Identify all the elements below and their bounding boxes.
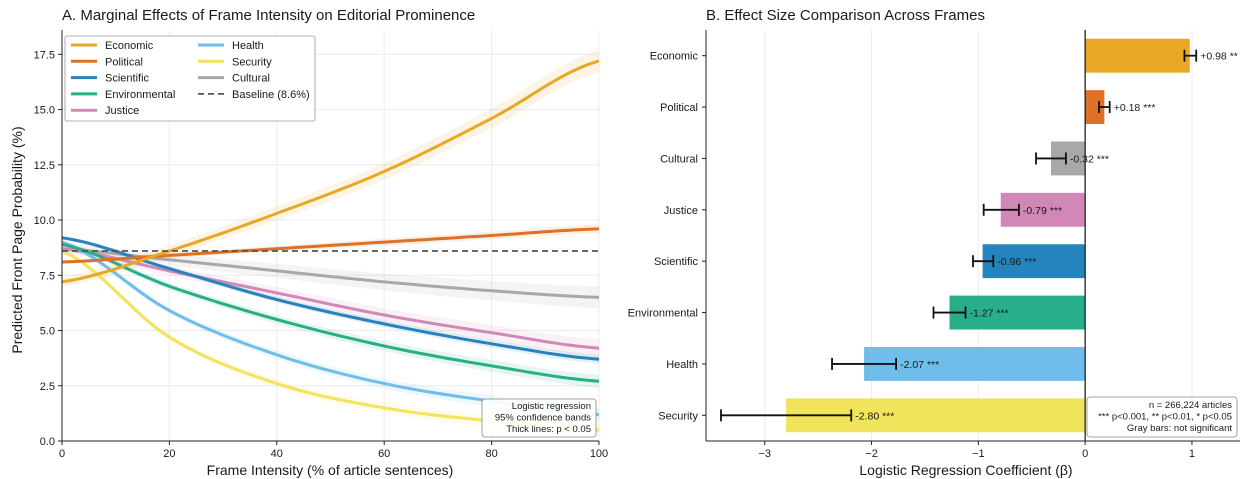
data-label-health: -2.07 *** <box>900 359 939 371</box>
legend-label-environmental: Environmental <box>105 89 175 101</box>
legend-label-justice: Justice <box>105 105 139 117</box>
bar-health <box>864 346 1086 381</box>
line-scientific <box>61 236 600 361</box>
legend-label-scientific: Scientific <box>105 73 150 85</box>
category-label-scientific: Scientific <box>654 256 699 268</box>
line-economic <box>61 59 600 284</box>
bar-economic <box>1085 38 1190 73</box>
x-tick-label: 1 <box>1189 448 1195 460</box>
panel-b-title: B. Effect Size Comparison Across Frames <box>706 7 985 24</box>
note-line: Gray bars: not significant <box>1127 423 1232 434</box>
data-label-environmental: -1.27 *** <box>970 308 1009 320</box>
panel-b-xlabel: Logistic Regression Coefficient (β) <box>859 462 1072 478</box>
panel-a-lines <box>61 59 600 432</box>
panel-b-bars: +0.98 ** +0.18 *** -0.32 *** -0.79 *** -0.96… <box>720 38 1238 433</box>
legend-label-cultural: Cultural <box>232 73 270 85</box>
legend-label-security: Security <box>232 56 272 68</box>
line-environmental <box>61 242 600 383</box>
bar-environmental <box>949 295 1086 330</box>
y-tick-label: 12.5 <box>34 160 55 172</box>
line-justice <box>61 247 600 350</box>
x-tick-label: −2 <box>865 448 878 460</box>
data-label-justice: -0.79 *** <box>1023 205 1062 217</box>
panel-a-axes: 0 20 40 60 80 100 0.0 2.5 5.0 7.5 10.0 12.5 15.0 17.5 <box>34 30 608 460</box>
ci-band-scientific <box>62 235 599 364</box>
y-tick-label: 7.5 <box>40 270 55 282</box>
y-tick-label: 5.0 <box>40 326 55 338</box>
data-label-economic: +0.98 ** <box>1200 51 1238 63</box>
bar-political <box>1085 90 1105 125</box>
category-label-justice: Justice <box>664 205 698 217</box>
category-label-health: Health <box>666 359 698 371</box>
x-tick-label: −1 <box>972 448 985 460</box>
legend-label-economic: Economic <box>105 40 154 52</box>
panel-a-ylabel: Predicted Front Page Probability (%) <box>9 126 25 353</box>
legend-label-health: Health <box>232 40 264 52</box>
category-label-economic: Economic <box>650 51 699 63</box>
y-tick-label: 17.5 <box>34 49 55 61</box>
note-line: Logistic regression <box>512 401 591 412</box>
note-box <box>1086 396 1238 438</box>
y-tick-label: 0.0 <box>40 436 55 448</box>
panel-a-xlabel: Frame Intensity (% of article sentences) <box>207 462 454 478</box>
category-label-political: Political <box>660 102 698 114</box>
legend-box <box>64 35 316 122</box>
bar-scientific <box>982 244 1086 279</box>
x-tick-label: 40 <box>271 448 283 460</box>
category-label-cultural: Cultural <box>660 153 698 165</box>
legend-label-baseline: Baseline (8.6%) <box>232 89 310 101</box>
data-label-security: -2.80 *** <box>855 410 894 422</box>
x-tick-label: 80 <box>485 448 497 460</box>
panel-b-axes: Economic Political Cultural Justice Scientif… <box>628 30 1240 460</box>
panel-a-legend: Economic Political Scientific Environmental… <box>64 35 316 122</box>
legend-label-political: Political <box>105 56 143 68</box>
note-line: Thick lines: p < 0.05 <box>506 424 591 435</box>
x-tick-label: −3 <box>758 448 771 460</box>
x-tick-label: 0 <box>59 448 65 460</box>
data-label-political: +0.18 *** <box>1114 102 1156 114</box>
data-label-scientific: -0.96 *** <box>997 256 1036 268</box>
x-tick-label: 20 <box>163 448 175 460</box>
category-label-environmental: Environmental <box>628 308 698 320</box>
note-line: *** p<0.001, ** p<0.01, * p<0.05 <box>1098 412 1232 423</box>
y-tick-label: 2.5 <box>40 381 55 393</box>
note-line: n = 266,224 articles <box>1149 400 1232 411</box>
x-tick-label: 0 <box>1082 448 1088 460</box>
note-box <box>481 398 597 438</box>
note-line: 95% confidence bands <box>495 413 591 424</box>
y-tick-label: 10.0 <box>34 215 55 227</box>
x-tick-label: 60 <box>378 448 390 460</box>
category-label-security: Security <box>658 410 698 422</box>
panel-a-title: A. Marginal Effects of Frame Intensity o… <box>62 7 475 24</box>
line-political <box>61 227 600 264</box>
panel-b-note: n = 266,224 articles*** p<0.001, ** p<0.… <box>1086 396 1238 438</box>
data-label-cultural: -0.32 *** <box>1070 153 1109 165</box>
x-tick-label: 100 <box>590 448 608 460</box>
y-tick-label: 15.0 <box>34 105 55 117</box>
